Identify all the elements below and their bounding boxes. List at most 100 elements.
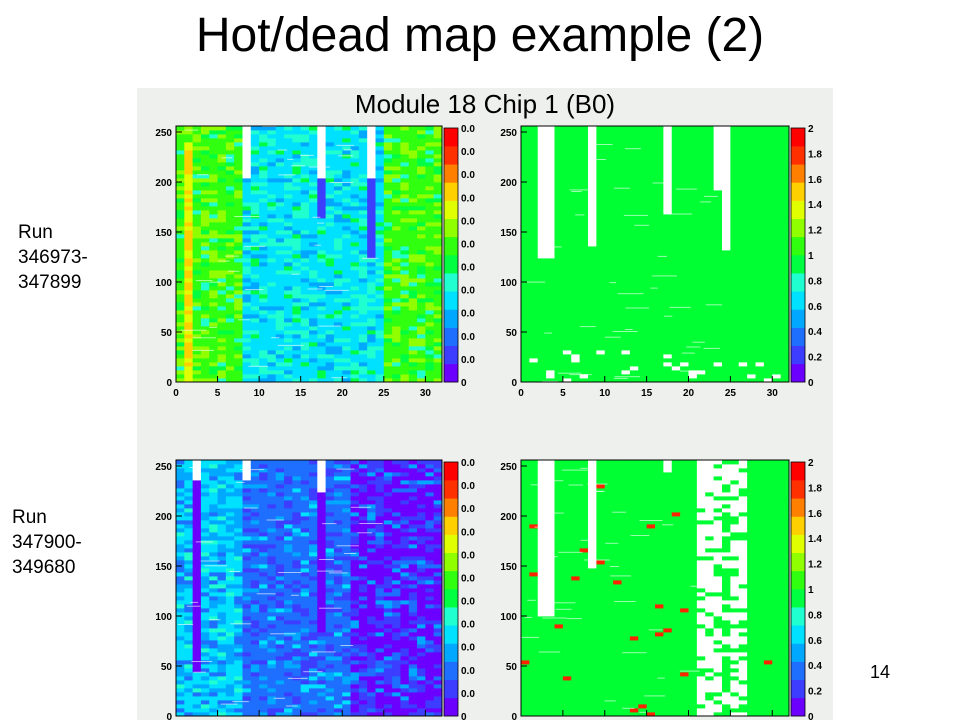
- heatmap-cell: [375, 194, 385, 199]
- heatmap-cell: [546, 142, 555, 147]
- heatmap-cell: [367, 222, 376, 227]
- heatmap-cell: [275, 342, 285, 347]
- heatmap-cell: [629, 206, 639, 211]
- heatmap-cell: [350, 314, 360, 319]
- heatmap-cell: [392, 362, 401, 367]
- heatmap-cell: [367, 370, 376, 375]
- heatmap-cell: [755, 310, 765, 315]
- heatmap-cell: [562, 314, 572, 319]
- heatmap-cell: [680, 138, 689, 143]
- heatmap-cell: [722, 222, 731, 227]
- heatmap-cell: [217, 158, 227, 163]
- heatmap-cell: [671, 218, 681, 223]
- heatmap-cell: [722, 310, 731, 315]
- heatmap-cell: [571, 250, 581, 255]
- heatmap-cell: [696, 218, 706, 223]
- heatmap-cell: [392, 378, 401, 383]
- heatmap-cell: [730, 278, 740, 283]
- heatmap-cell: [780, 214, 790, 219]
- heatmap-cell: [225, 692, 235, 697]
- heatmap-cell: [234, 338, 243, 343]
- heatmap-cell: [200, 338, 210, 343]
- heatmap-cell: [705, 170, 715, 175]
- heatmap-cell: [325, 254, 335, 259]
- heatmap-cell: [537, 342, 547, 347]
- heatmap-cell: [367, 146, 376, 151]
- heatmap-cell: [780, 198, 790, 203]
- heatmap-cell: [192, 226, 202, 231]
- heatmap-cell: [176, 576, 185, 581]
- heatmap-cell: [554, 246, 564, 251]
- heatmap-cell: [562, 234, 572, 239]
- heatmap-cell: [383, 306, 393, 311]
- heatmap-cell: [730, 134, 740, 139]
- heatmap-cell: [250, 504, 260, 509]
- heatmap-cell: [234, 182, 243, 187]
- heatmap-cell: [309, 378, 318, 383]
- heatmap-cell: [358, 378, 368, 383]
- heatmap-cell: [655, 338, 664, 343]
- heatmap-cell: [309, 230, 318, 235]
- heatmap-cell: [217, 504, 227, 509]
- heatmap-cell: [184, 516, 194, 521]
- heatmap-cell: [588, 298, 597, 303]
- heatmap-cell: [367, 170, 376, 175]
- heatmap-cell: [192, 584, 202, 589]
- heatmap-cell: [537, 198, 547, 203]
- heatmap-cell: [267, 330, 277, 335]
- heatmap-cell: [638, 286, 648, 291]
- heatmap-cell: [663, 234, 673, 239]
- heatmap-cell: [342, 238, 351, 243]
- heatmap-cell: [529, 190, 539, 195]
- heatmap-cell: [242, 298, 252, 303]
- heatmap-cell: [217, 370, 227, 375]
- heatmap-cell: [588, 374, 597, 379]
- heatmap-cell: [755, 226, 765, 231]
- heatmap-cell: [529, 194, 539, 199]
- heatmap-cell: [176, 206, 185, 211]
- heatmap-cell: [209, 600, 218, 605]
- heatmap-cell: [646, 222, 656, 227]
- heatmap-cell: [176, 358, 185, 363]
- heatmap-cell: [713, 218, 723, 223]
- heatmap-cell: [688, 150, 698, 155]
- heatmap-cell: [192, 460, 202, 465]
- heatmap-cell: [217, 138, 227, 143]
- heatmap-cell: [209, 588, 218, 593]
- heatmap-cell: [408, 358, 418, 363]
- heatmap-cell: [613, 246, 622, 251]
- heatmap-cell: [242, 628, 252, 633]
- heatmap-cell: [217, 600, 227, 605]
- y-tick-label: 150: [500, 228, 517, 239]
- heatmap-cell: [250, 218, 260, 223]
- heatmap-cell: [375, 342, 385, 347]
- heatmap-cell: [780, 154, 790, 159]
- heatmap-cell: [638, 342, 648, 347]
- heatmap-cell: [655, 218, 664, 223]
- heatmap-cell: [747, 354, 756, 359]
- heatmap-cell: [663, 246, 673, 251]
- heatmap-cell: [546, 354, 555, 359]
- heatmap-cell: [596, 170, 606, 175]
- heatmap-cell: [383, 346, 393, 351]
- heatmap-cell: [192, 238, 202, 243]
- heatmap-cell: [629, 214, 639, 219]
- heatmap-cell: [383, 134, 393, 139]
- heatmap-cell: [250, 628, 260, 633]
- heatmap-cell: [184, 146, 194, 151]
- heatmap-cell: [209, 242, 218, 247]
- heatmap-cell: [588, 238, 597, 243]
- heatmap-cell: [317, 338, 327, 343]
- heatmap-cell: [234, 146, 243, 151]
- heatmap-cell: [242, 342, 252, 347]
- heatmap-cell: [358, 326, 368, 331]
- heatmap-cell: [738, 294, 748, 299]
- heatmap-cell: [392, 222, 401, 227]
- heatmap-cell: [217, 166, 227, 171]
- heatmap-cell: [250, 318, 260, 323]
- heatmap-cell: [309, 358, 318, 363]
- heatmap-cell: [217, 712, 227, 717]
- heatmap-cell: [417, 138, 426, 143]
- heatmap-cell: [200, 182, 210, 187]
- heatmap-cell: [192, 512, 202, 517]
